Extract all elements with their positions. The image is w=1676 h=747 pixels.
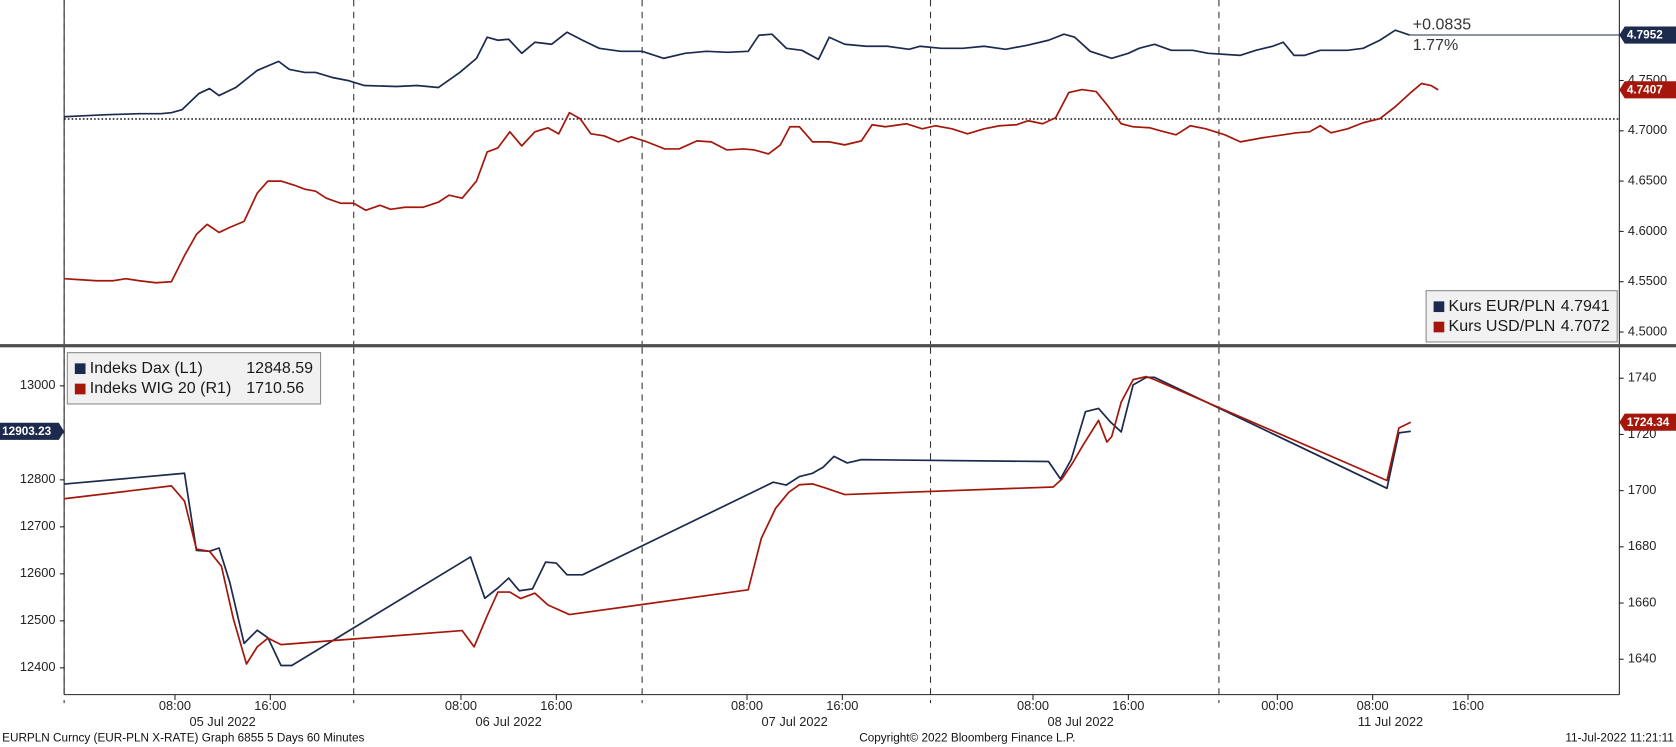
legend-value: 4.7072	[1561, 317, 1610, 335]
x-tick-label: 16:00	[1112, 698, 1144, 713]
x-date-label: 05 Jul 2022	[189, 714, 255, 729]
x-tick-label: 08:00	[1017, 698, 1049, 713]
legend-value: 12848.59	[246, 359, 313, 377]
last-value-tag	[1619, 26, 1676, 44]
legend-swatch	[74, 383, 86, 395]
x-date-label: 08 Jul 2022	[1048, 714, 1114, 729]
y-tick-label: 4.5500	[1628, 273, 1667, 288]
x-tick-label: 08:00	[1357, 698, 1389, 713]
x-tick-label: 08:00	[731, 698, 763, 713]
legend-value: 1710.56	[246, 379, 304, 397]
x-tick-label: 16:00	[540, 698, 572, 713]
y-tick-label: 12800	[20, 471, 56, 486]
y-tick-label: 4.5000	[1628, 323, 1667, 338]
last-value-tag	[1619, 81, 1676, 99]
panel-separator	[0, 344, 1676, 348]
series-line	[64, 375, 1412, 665]
footer-right: 11-Jul-2022 11:21:11	[1565, 732, 1673, 745]
y-tick-label: 12700	[20, 518, 56, 533]
x-date-label: 11 Jul 2022	[1358, 714, 1423, 729]
legend-swatch	[1433, 321, 1445, 333]
footer-center: Copyright© 2022 Bloomberg Finance L.P.	[859, 732, 1075, 745]
x-tick-label: 16:00	[1452, 698, 1484, 713]
legend-label: Kurs USD/PLN	[1449, 317, 1556, 335]
legend-label: Indeks WIG 20 (R1)	[90, 379, 232, 397]
last-value-tag	[1619, 413, 1676, 431]
last-value-label: 12903.23	[2, 425, 51, 438]
x-date-label: 07 Jul 2022	[762, 714, 828, 729]
y-tick-label: 12500	[20, 612, 56, 627]
x-tick-label: 08:00	[159, 698, 191, 713]
last-value-tag	[0, 422, 65, 440]
legend-label: Indeks Dax (L1)	[90, 359, 203, 377]
y-tick-label: 4.6000	[1628, 223, 1667, 238]
x-date-label: 06 Jul 2022	[476, 714, 542, 729]
legend-label: Kurs EUR/PLN	[1449, 297, 1556, 315]
y-tick-label: 1640	[1628, 651, 1657, 666]
legend-box	[66, 352, 322, 405]
y-tick-label: 1680	[1628, 538, 1657, 553]
y-tick-label: 1740	[1628, 370, 1657, 385]
change-annotation: 1.77%	[1413, 36, 1458, 54]
y-tick-label: 4.6500	[1628, 173, 1667, 188]
series-line	[64, 82, 1439, 284]
legend-swatch	[74, 363, 86, 375]
footer-left: EURPLN Curncy (EUR-PLN X-RATE) Graph 685…	[2, 732, 364, 745]
series-line	[64, 29, 1410, 118]
legend-swatch	[1433, 301, 1445, 313]
y-tick-label: 13000	[20, 377, 56, 392]
x-tick-label: 00:00	[1261, 698, 1293, 713]
legend-value: 4.7941	[1561, 297, 1610, 315]
change-annotation: +0.0835	[1413, 16, 1471, 34]
y-tick-label: 1660	[1628, 594, 1657, 609]
last-value-label: 4.7407	[1627, 83, 1663, 96]
last-value-label: 4.7952	[1627, 29, 1663, 42]
x-tick-label: 16:00	[254, 698, 286, 713]
legend-box	[1425, 290, 1618, 343]
x-tick-label: 08:00	[445, 698, 477, 713]
y-tick-label: 12400	[20, 659, 56, 674]
last-value-label: 1724.34	[1627, 416, 1670, 429]
y-tick-label: 4.7000	[1628, 122, 1667, 137]
y-tick-label: 1700	[1628, 482, 1657, 497]
series-line	[64, 376, 1411, 667]
y-tick-label: 12600	[20, 565, 56, 580]
x-tick-label: 16:00	[826, 698, 858, 713]
